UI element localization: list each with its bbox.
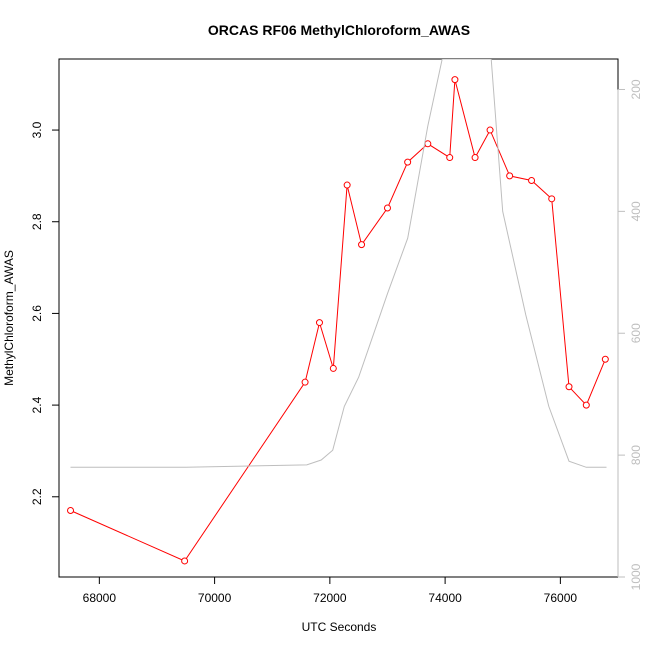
series-0-point: [601, 355, 609, 363]
y-axis-label: MethylChloroform_AWAS: [2, 250, 16, 386]
series-0-point: [358, 241, 366, 249]
y-tick-label: 2.8: [30, 213, 44, 230]
series-0-point: [404, 158, 412, 166]
series-1-line: [70, 59, 607, 468]
series-0-point: [343, 181, 351, 189]
series-0-point: [451, 76, 459, 84]
x-tick-label: 72000: [313, 591, 347, 605]
series-0-point: [446, 154, 454, 162]
series-0-point: [471, 154, 479, 162]
series-0-point: [383, 204, 391, 212]
x-axis-label: UTC Seconds: [302, 620, 377, 634]
x-axis: 68000 70000 72000 74000 76000: [83, 576, 578, 605]
series-0-point: [582, 401, 590, 409]
y2-tick-label: 200: [629, 79, 643, 99]
series-0-point: [424, 140, 432, 148]
x-tick-label: 70000: [198, 591, 232, 605]
left-y-axis: 2.2 2.4 2.6 2.8 3.0: [30, 121, 60, 505]
right-y-axis: 200 400 600 800 1000: [617, 79, 643, 590]
x-tick-label: 68000: [83, 591, 117, 605]
x-tick-label: 74000: [428, 591, 462, 605]
series-layer: [67, 59, 609, 565]
y-tick-label: 2.6: [30, 305, 44, 322]
series-0-point: [506, 172, 514, 180]
plot-frame: [58, 58, 619, 578]
y2-tick-label: 1000: [629, 563, 643, 590]
series-0-point: [329, 364, 337, 372]
y2-tick-label: 400: [629, 201, 643, 221]
series-0-point: [67, 507, 75, 515]
chart-title: ORCAS RF06 MethylChloroform_AWAS: [208, 22, 470, 38]
y-tick-label: 2.4: [30, 396, 44, 413]
y2-tick-label: 600: [629, 323, 643, 343]
series-0-point: [301, 378, 309, 386]
series-0-point: [486, 126, 494, 134]
series-0-point: [315, 319, 323, 327]
series-0-point: [548, 195, 556, 203]
x-tick-label: 76000: [544, 591, 578, 605]
series-0-point: [565, 383, 573, 391]
y-tick-label: 2.2: [30, 488, 44, 505]
series-0-line: [70, 79, 606, 562]
series-0-point: [528, 176, 536, 184]
series-0-point: [181, 557, 189, 565]
y2-tick-label: 800: [629, 445, 643, 465]
y-tick-label: 3.0: [30, 121, 44, 138]
